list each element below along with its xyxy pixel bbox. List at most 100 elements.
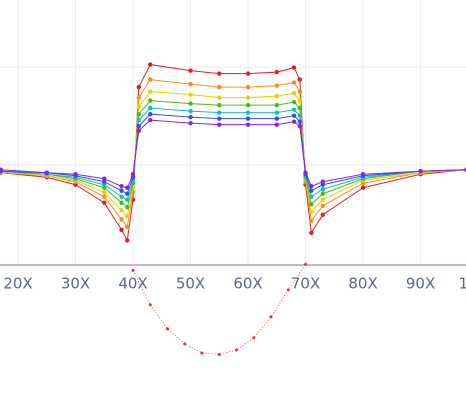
data-point — [119, 227, 124, 232]
data-line — [0, 107, 466, 201]
data-point — [291, 113, 297, 118]
data-point — [297, 105, 302, 111]
data-point — [297, 89, 302, 94]
data-point — [148, 77, 153, 82]
data-point — [125, 197, 130, 202]
data-point — [291, 65, 297, 70]
data-dot — [200, 351, 204, 355]
data-point — [360, 172, 366, 177]
data-dot — [235, 348, 239, 352]
data-point — [188, 92, 193, 97]
data-line — [0, 100, 466, 209]
data-point — [188, 81, 193, 87]
data-point — [245, 110, 251, 115]
data-point — [136, 84, 141, 90]
data-point — [119, 208, 124, 213]
data-point — [274, 93, 279, 99]
data-point — [119, 188, 124, 193]
data-point — [136, 123, 141, 129]
data-point — [102, 176, 107, 181]
data-point — [309, 202, 314, 207]
data-point — [309, 184, 314, 189]
data-point — [136, 128, 141, 133]
data-point — [217, 122, 222, 127]
data-line — [0, 79, 466, 229]
data-point — [136, 111, 141, 117]
data-dot — [183, 342, 187, 346]
data-point — [309, 218, 314, 223]
data-point — [309, 194, 314, 199]
data-point — [217, 95, 222, 100]
data-point — [274, 110, 279, 115]
data-point — [274, 102, 279, 108]
data-point — [309, 209, 314, 214]
data-point — [320, 187, 326, 192]
x-tick-label: 40X — [118, 275, 147, 293]
data-point — [125, 238, 130, 243]
data-line — [0, 113, 466, 195]
data-point — [148, 111, 153, 117]
x-tick-label: 70X — [291, 275, 320, 293]
data-point — [136, 95, 141, 100]
data-point — [102, 194, 107, 199]
data-point — [125, 224, 130, 229]
data-point — [309, 188, 314, 193]
data-point — [125, 191, 130, 196]
data-point — [245, 84, 251, 90]
data-point — [188, 108, 193, 114]
data-point — [297, 98, 302, 103]
data-point — [320, 203, 326, 208]
data-point — [297, 119, 302, 124]
data-point — [291, 99, 297, 105]
data-point — [125, 214, 130, 219]
x-tick-label: 90X — [406, 275, 435, 293]
data-point — [245, 122, 251, 127]
x-tick-label: 60X — [233, 275, 262, 293]
data-point — [245, 71, 251, 76]
data-point — [309, 230, 314, 235]
data-point — [119, 217, 124, 222]
data-point — [245, 102, 251, 108]
data-point — [303, 170, 308, 175]
data-point — [102, 200, 107, 205]
data-point — [188, 68, 193, 73]
data-point — [418, 169, 423, 174]
data-point — [320, 212, 326, 217]
data-point — [245, 116, 251, 121]
x-tick-label: 80X — [348, 275, 377, 293]
data-point — [119, 184, 124, 189]
x-tick-label: 30X — [61, 275, 90, 293]
data-point — [320, 191, 326, 196]
data-point — [291, 80, 297, 85]
data-point — [125, 205, 130, 210]
x-tick-label: 50X — [176, 275, 205, 293]
data-point — [148, 117, 153, 123]
data-point — [274, 83, 279, 88]
data-point — [245, 95, 251, 100]
data-point — [136, 104, 141, 109]
data-point — [291, 119, 297, 124]
data-point — [148, 105, 153, 111]
data-point — [217, 84, 222, 90]
data-point — [188, 101, 193, 106]
data-point — [217, 71, 222, 76]
data-point — [297, 77, 302, 82]
data-point — [119, 200, 124, 205]
data-point — [291, 107, 297, 112]
data-line — [0, 91, 466, 218]
data-point — [130, 172, 136, 177]
data-point — [0, 167, 3, 172]
data-point — [148, 89, 153, 94]
data-point — [102, 190, 107, 195]
data-point — [320, 197, 326, 202]
data-point — [320, 179, 326, 184]
data-point — [274, 122, 279, 127]
data-point — [44, 170, 49, 175]
data-point — [360, 185, 366, 190]
data-point — [297, 123, 302, 129]
data-point — [188, 120, 193, 126]
data-point — [148, 98, 153, 103]
data-point — [73, 172, 78, 177]
data-dot — [148, 303, 152, 307]
